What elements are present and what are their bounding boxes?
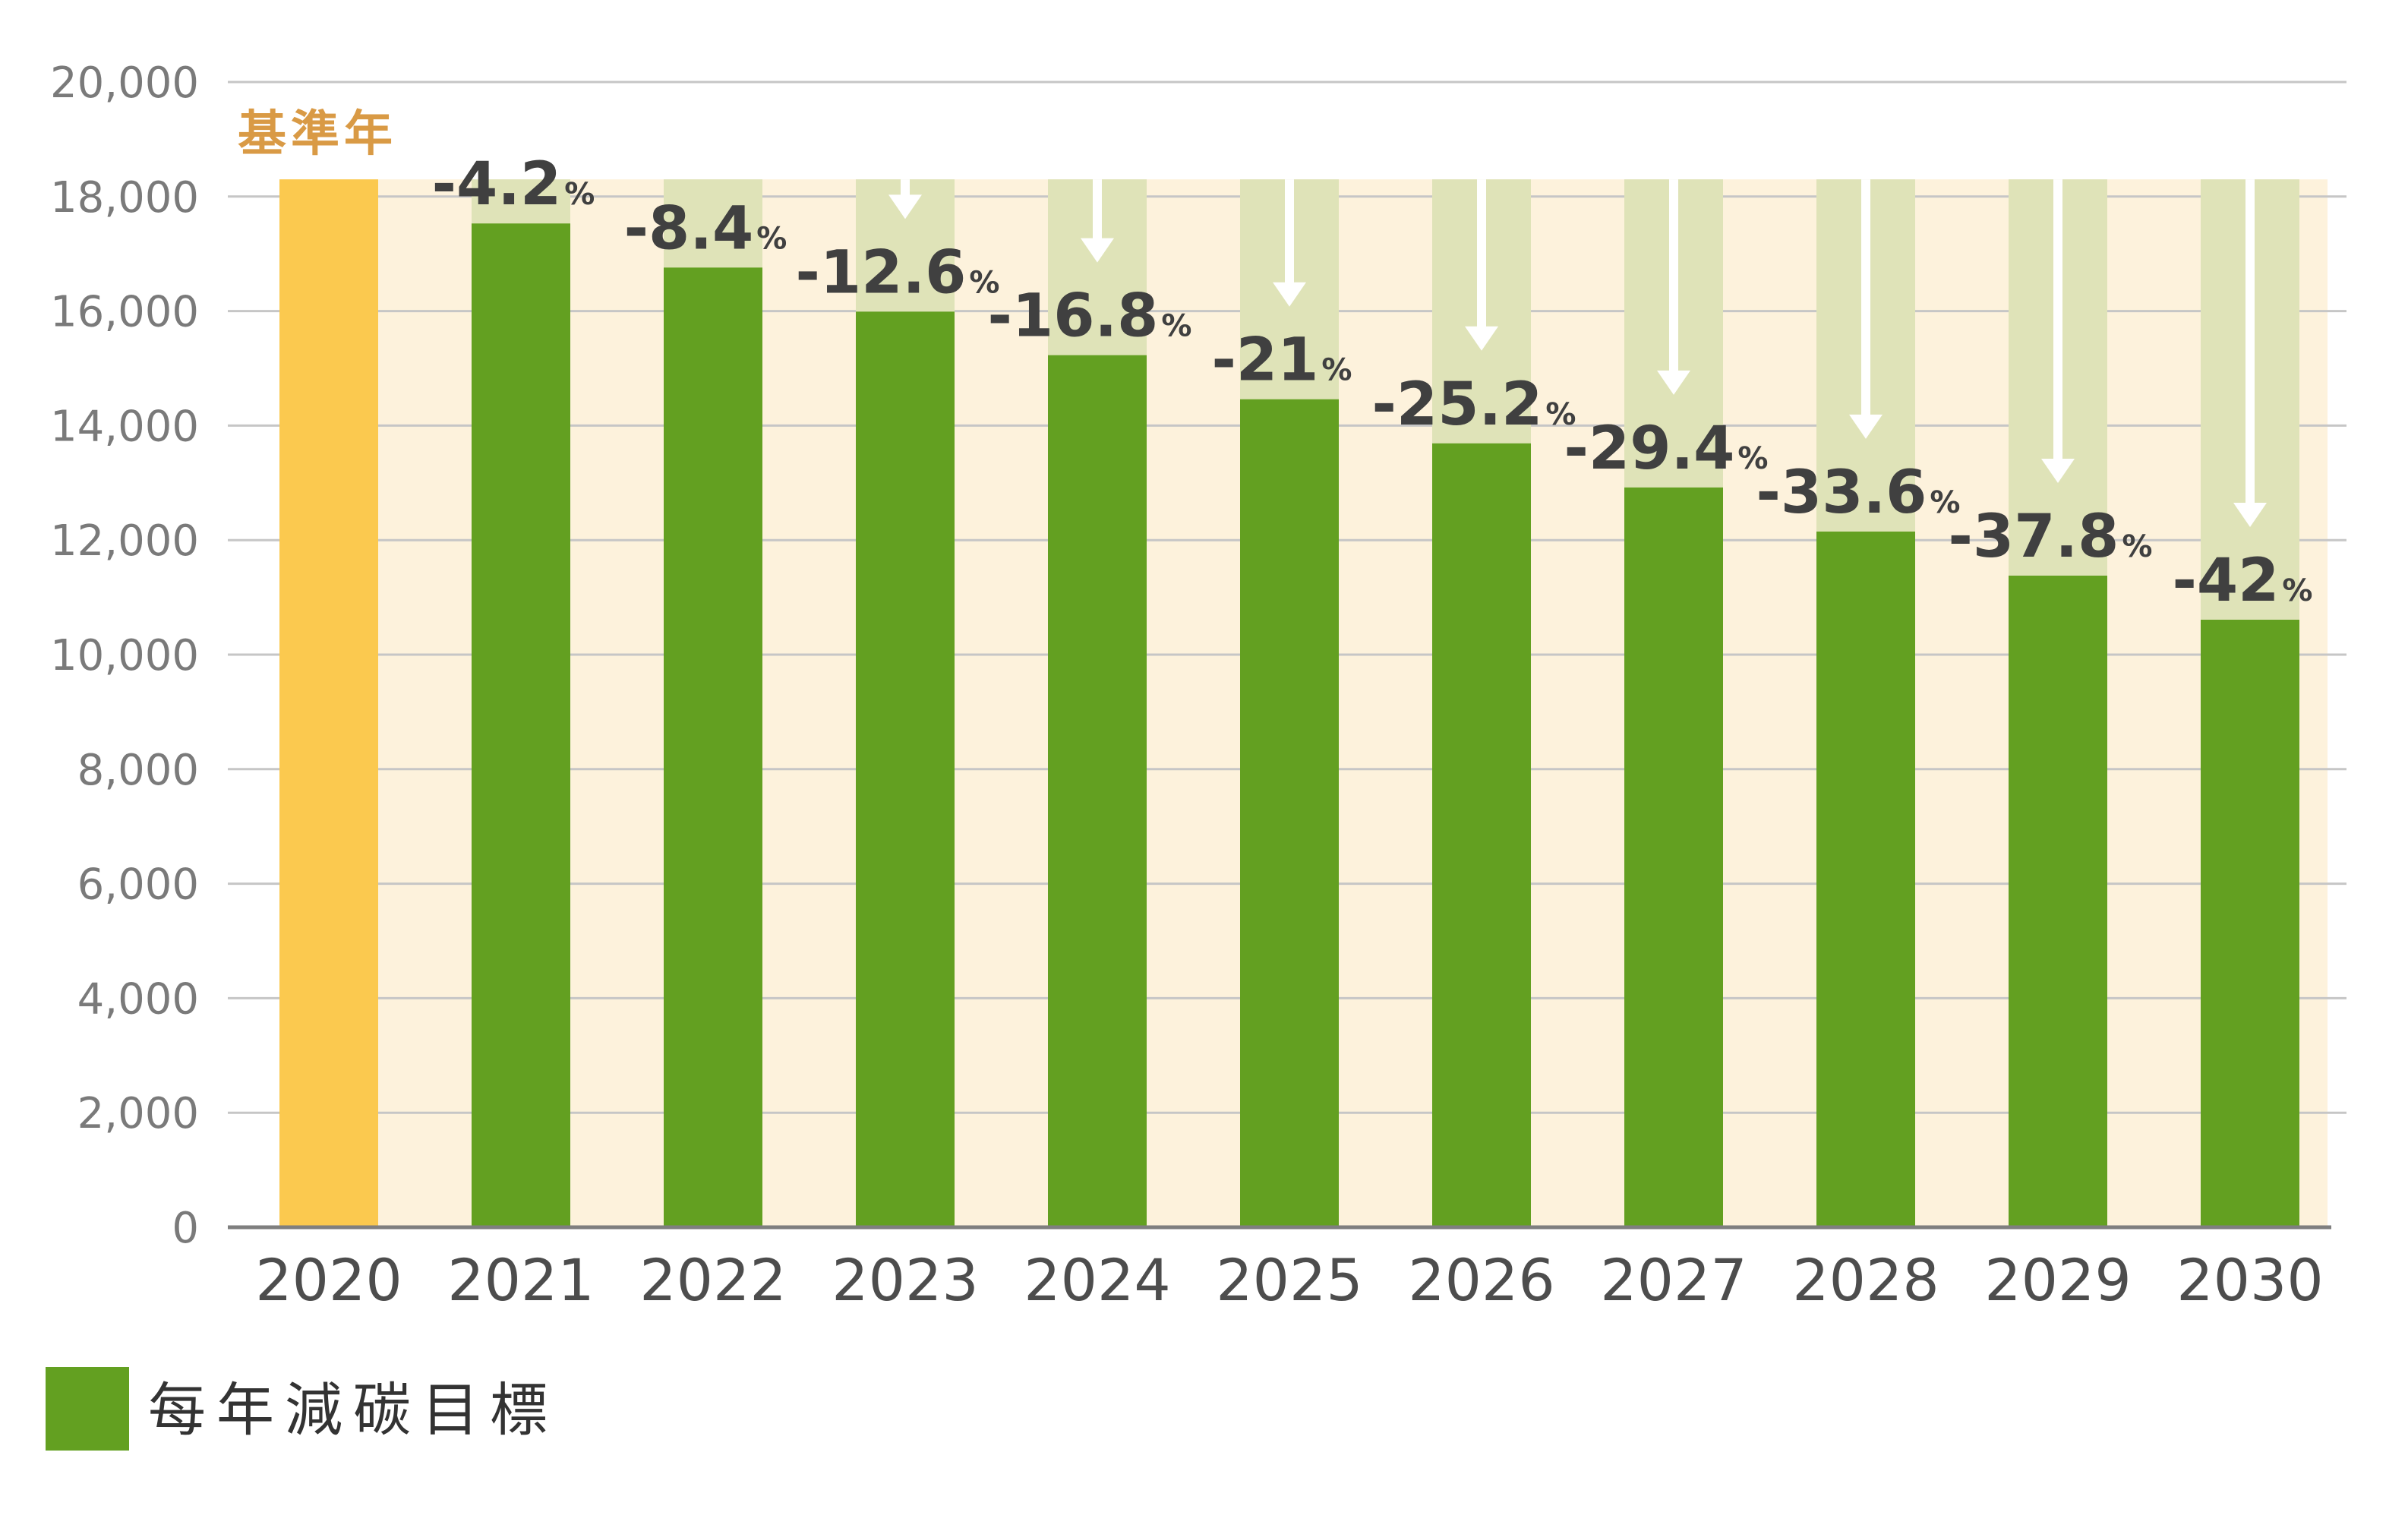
y-tick-label-10000: 10,000: [50, 631, 199, 680]
y-tick-label-14000: 14,000: [50, 402, 199, 451]
x-tick-label-2024: 2024: [1024, 1246, 1170, 1314]
x-tick-label-2025: 2025: [1216, 1246, 1362, 1314]
bar-2026: [1432, 443, 1531, 1228]
bar-2022: [664, 267, 762, 1227]
bar-layer: [279, 179, 2299, 1228]
bar-2025: [1240, 399, 1339, 1227]
x-tick-label-2029: 2029: [1984, 1246, 2131, 1314]
x-tick-label-2021: 2021: [447, 1246, 594, 1314]
x-tick-label-2020: 2020: [255, 1246, 402, 1314]
bar-2028: [1816, 531, 1915, 1227]
legend-swatch: [46, 1367, 129, 1451]
arrow-head-2028: [1849, 414, 1883, 439]
bar-2023: [856, 311, 955, 1227]
arrow-head-2025: [1273, 282, 1306, 307]
y-tick-label-20000: 20,000: [50, 58, 199, 108]
percent-unit-2022: %: [756, 221, 787, 256]
percent-unit-2028: %: [1930, 485, 1960, 520]
bar-2027: [1624, 487, 1723, 1227]
arrow-head-2027: [1657, 370, 1690, 395]
arrow-layer: [888, 179, 2267, 528]
x-tick-label-2030: 2030: [2176, 1246, 2323, 1314]
percent-unit-2025: %: [1321, 353, 1352, 388]
percent-unit-2021: %: [564, 177, 595, 212]
x-tick-label-2026: 2026: [1408, 1246, 1554, 1314]
percent-unit-2026: %: [1545, 397, 1576, 432]
legend: 每年減碳目標: [46, 1367, 558, 1451]
y-tick-label-2000: 2,000: [77, 1089, 199, 1138]
y-tick-label-6000: 6,000: [77, 860, 199, 910]
reduction-label-2023: -12.6%: [796, 238, 1000, 307]
arrow-head-2024: [1081, 238, 1114, 263]
label-layer: -4.2 %-8.4 %-12.6 %-16.8 %-21 %-25.2 %-29.4 %-3…: [238, 106, 2313, 615]
y-tick-label-4000: 4,000: [77, 974, 199, 1024]
x-tick-label-2028: 2028: [1792, 1246, 1939, 1314]
y-tick-label-0: 0: [172, 1204, 199, 1253]
reduction-label-2027: -29.4%: [1564, 415, 1769, 483]
x-tick-label-2022: 2022: [639, 1246, 786, 1314]
bar-2030: [2201, 620, 2299, 1227]
reduction-band-2022: [664, 179, 762, 268]
arrow-head-2030: [2233, 503, 2267, 528]
y-tick-label-16000: 16,000: [50, 288, 199, 337]
arrow-head-2029: [2041, 458, 2075, 483]
y-tick-label-18000: 18,000: [50, 173, 199, 223]
x-tick-label-2023: 2023: [832, 1246, 978, 1314]
axis-layer: 0 2,000 4,000 6,000 8,000 10,000 12,000 14,000 1…: [50, 58, 2331, 1314]
legend-label: 每年減碳目標: [148, 1376, 558, 1444]
bar-2024: [1048, 355, 1147, 1228]
reduction-label-2021: -4.2%: [432, 150, 595, 219]
arrow-head-2023: [888, 194, 922, 219]
reduction-label-2024: -16.8%: [988, 283, 1192, 351]
percent-unit-2023: %: [969, 265, 999, 300]
bar-2029: [2009, 575, 2107, 1227]
bar-2020-base: [279, 179, 378, 1228]
arrow-head-2026: [1465, 326, 1498, 351]
base-year-label: 基準年: [238, 106, 397, 163]
y-tick-label-12000: 12,000: [50, 516, 199, 566]
reduction-band-2021: [472, 179, 570, 224]
reduction-label-2029: -37.8%: [1949, 503, 2153, 571]
reduction-label-2028: -33.6%: [1756, 459, 1961, 527]
x-tick-label-2027: 2027: [1600, 1246, 1747, 1314]
percent-unit-2030: %: [2282, 573, 2312, 608]
percent-unit-2027: %: [1737, 441, 1768, 476]
bar-2021: [472, 223, 570, 1227]
percent-unit-2029: %: [2122, 529, 2152, 564]
percent-unit-2024: %: [1161, 309, 1191, 344]
y-tick-label-8000: 8,000: [77, 746, 199, 795]
reduction-label-2026: -25.2%: [1372, 371, 1576, 439]
